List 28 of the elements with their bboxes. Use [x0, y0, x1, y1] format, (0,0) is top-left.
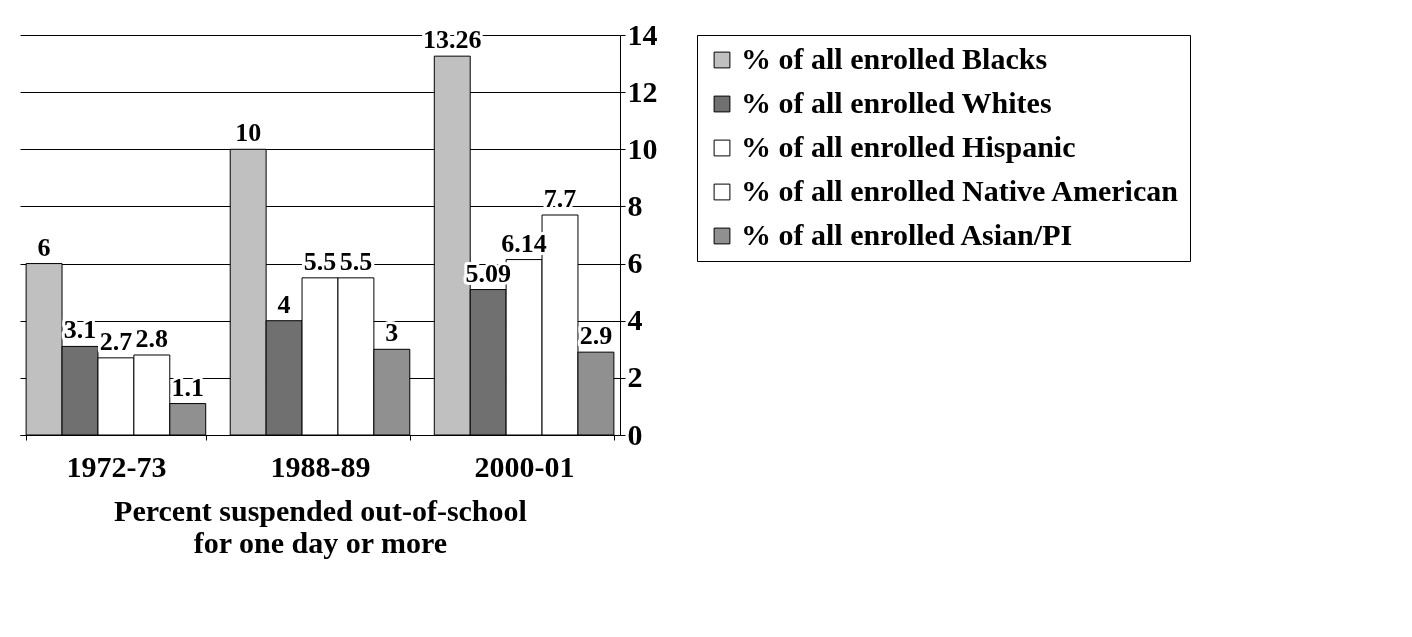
data-label: 1.1 [171, 372, 205, 402]
data-label: 2.7 [99, 326, 133, 356]
x-axis-title: Percent suspended out-of-school for one day or more [114, 493, 527, 559]
y-tick-label: 4 [627, 303, 643, 337]
y-tick-label: 12 [627, 74, 658, 108]
y-tick-label: 8 [627, 188, 643, 222]
data-label: 3.1 [63, 315, 97, 345]
data-label: 2.8 [135, 324, 169, 353]
y-tick-label: 2 [627, 360, 643, 394]
legend-label: % of all enrolled Whites [741, 86, 1052, 119]
y-tick-label: 6 [627, 246, 643, 280]
y-tick-label: 10 [627, 131, 658, 165]
x-tick-label: 1972-73 [66, 449, 167, 483]
y-tick-label: 14 [627, 17, 658, 51]
data-label: 10 [235, 118, 262, 148]
data-label: 7.7 [543, 184, 577, 213]
data-label: 6 [37, 232, 51, 262]
data-label: 4 [277, 289, 291, 319]
legend-label: % of all enrolled Hispanic [741, 130, 1076, 163]
x-tick-label: 2000-01 [474, 449, 575, 483]
legend-label: % of all enrolled Asian/PI [741, 218, 1073, 251]
data-label: 3 [385, 318, 399, 348]
data-label: 2.9 [579, 321, 613, 351]
legend-label: % of all enrolled Native American [741, 174, 1179, 207]
y-tick-label: 0 [627, 417, 643, 451]
x-tick-label: 1988-89 [270, 449, 371, 483]
legend-label: % of all enrolled Blacks [741, 42, 1048, 75]
data-label: 6.14 [501, 228, 547, 258]
